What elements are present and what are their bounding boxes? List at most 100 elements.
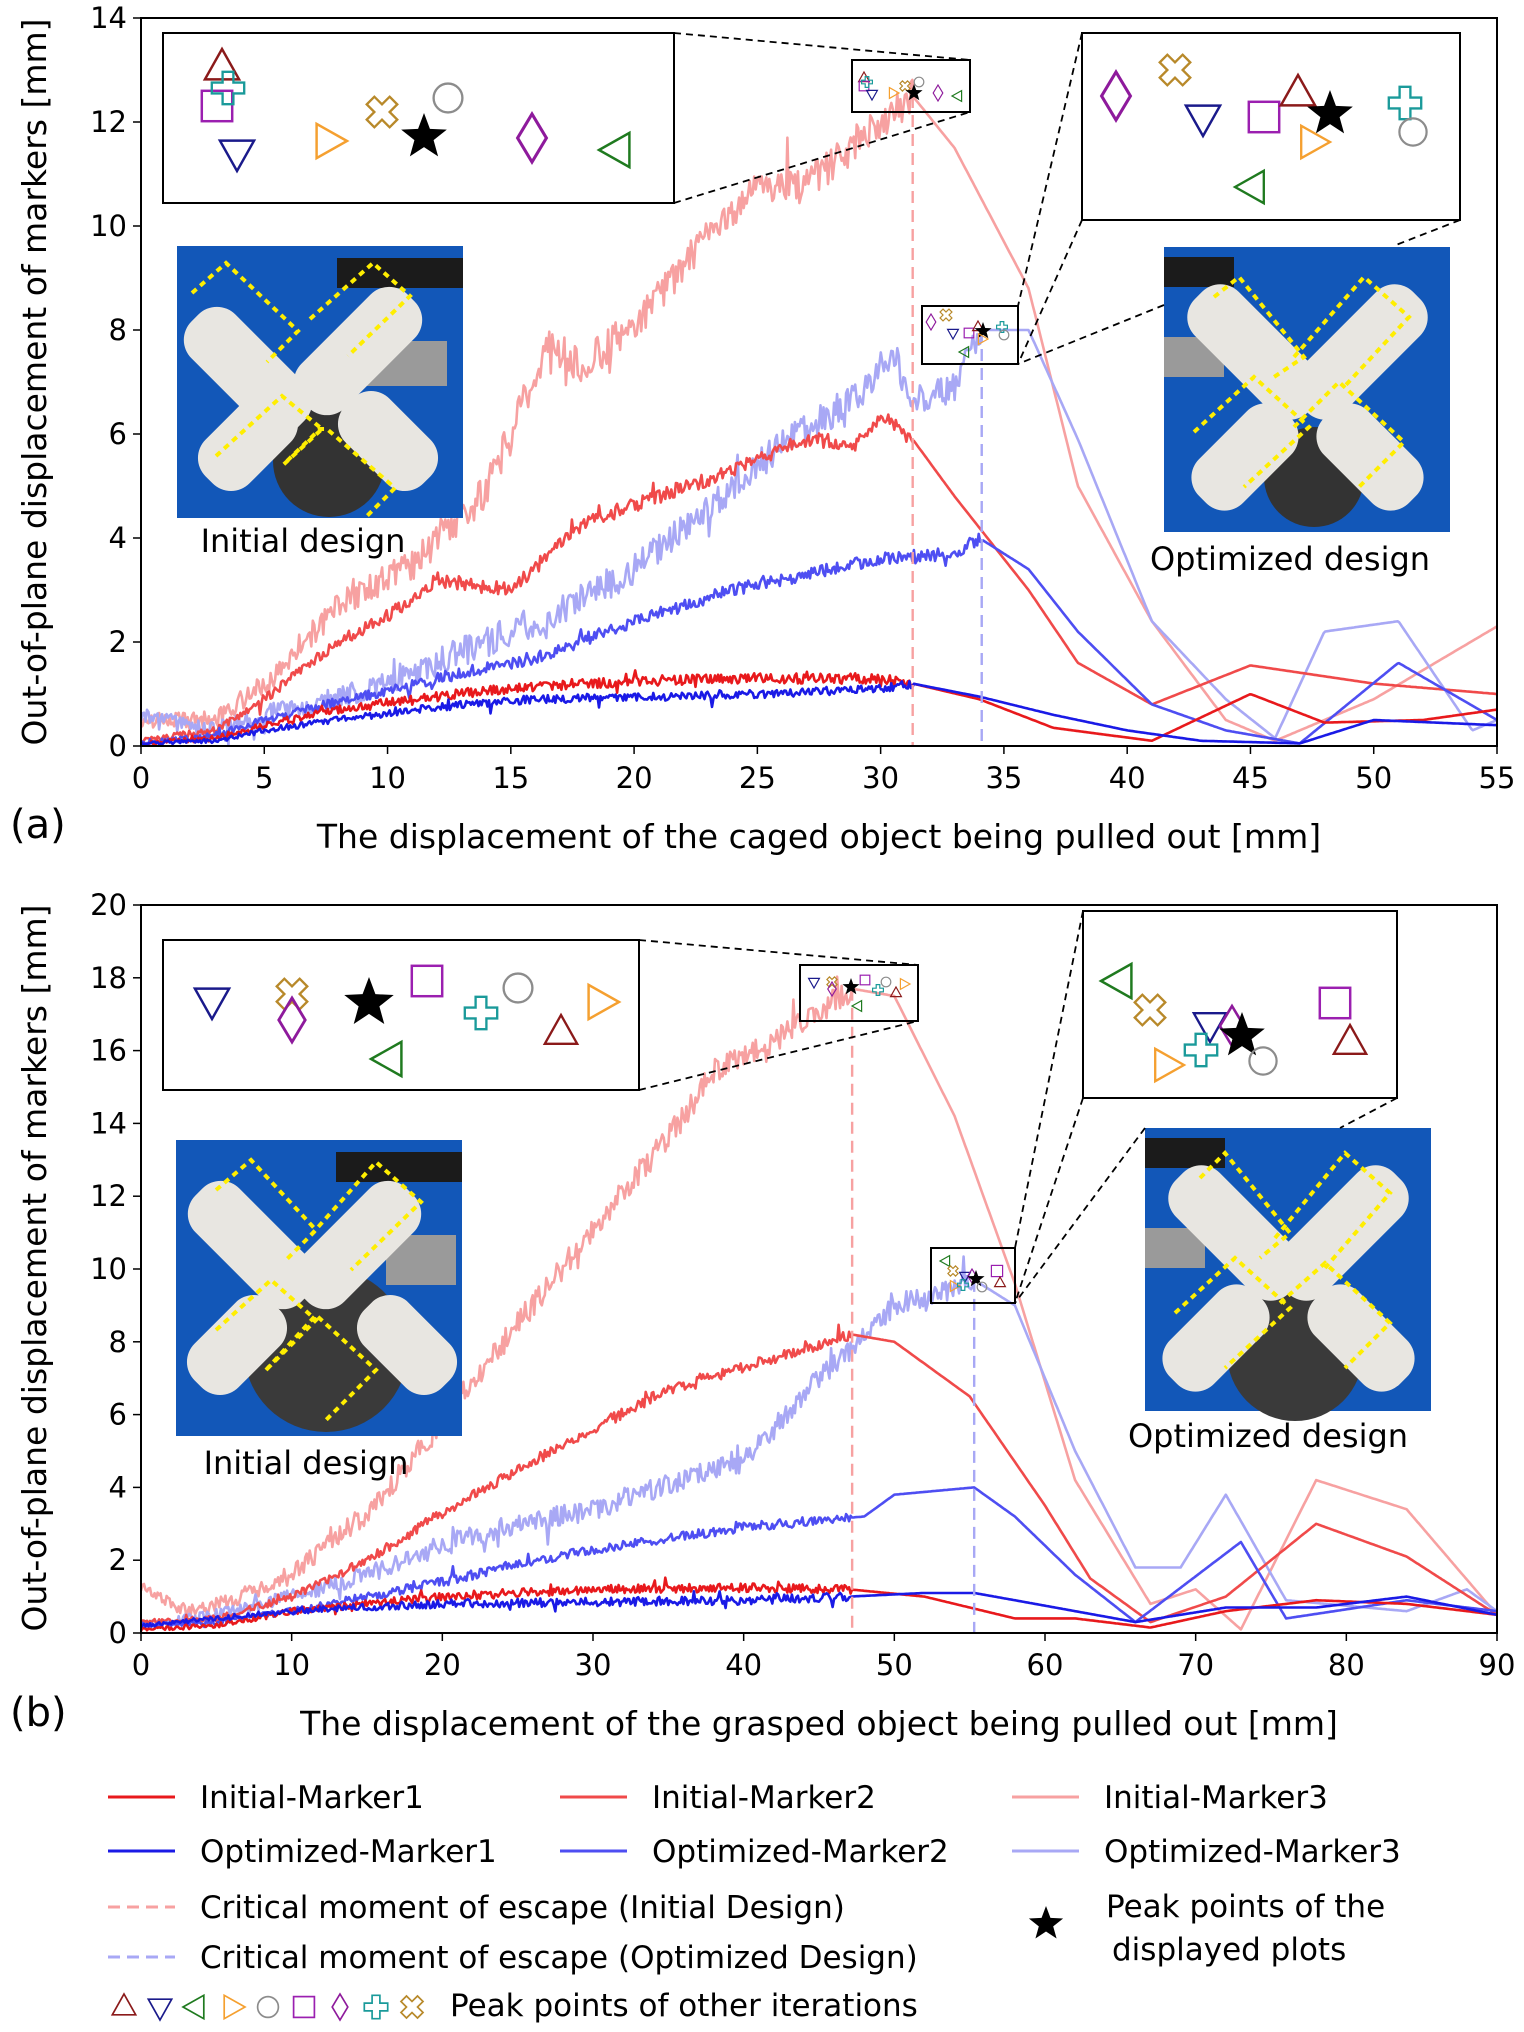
diamond-marker: [515, 110, 549, 166]
triangle-up-marker: [542, 1012, 580, 1045]
series-optimized-marker2: [141, 1486, 1497, 1629]
svg-text:Peak points of other iteration: Peak points of other iterations: [450, 1988, 918, 2024]
y-tick-label: 0: [109, 729, 127, 763]
y-tick-label: 4: [109, 1470, 127, 1504]
legend-item-optimized-marker3: Optimized-Marker3: [1012, 1834, 1401, 1870]
triangle-up-marker: [1278, 72, 1318, 107]
svg-text:Initial-Marker1: Initial-Marker1: [200, 1780, 424, 1816]
cross-marker: [939, 308, 953, 322]
triangle-left-marker: [368, 1039, 403, 1079]
series-initial-marker1: [141, 1576, 1497, 1632]
svg-text:Critical moment of escape (Opt: Critical moment of escape (Optimized Des…: [200, 1940, 918, 1976]
panel-b-initial-zoom: [162, 939, 919, 1091]
legend-marker-icons: [110, 1992, 425, 2022]
panel-b-optimized-box-markers: [938, 1254, 1007, 1293]
panel-a-tag: (a): [10, 802, 66, 848]
triangle-left-marker: [938, 1254, 951, 1268]
x-tick-label: 40: [725, 1648, 762, 1682]
panel-a-initial-photo: [177, 246, 463, 518]
circle-marker: [432, 82, 464, 114]
x-tick-label: 90: [1479, 1648, 1516, 1682]
y-tick-label: 16: [90, 1034, 127, 1068]
panel-b-initial-caption: Initial design: [204, 1444, 409, 1482]
triangle-down-legend-icon: [146, 1998, 174, 2022]
triangle-right-marker: [315, 121, 350, 161]
panel-b-initial-zoom-markers: [192, 964, 622, 1079]
triangle-down-marker: [958, 1271, 972, 1284]
x-tick-label: 70: [1177, 1648, 1214, 1682]
triangle-up-marker: [889, 985, 903, 998]
panel-a-initial-zoom-markers: [200, 46, 631, 174]
y-tick-label: 2: [109, 1543, 127, 1577]
panel-a-optimized-zoom-markers: [1099, 53, 1428, 206]
square-marker: [410, 964, 444, 998]
panel-b-series: [141, 975, 1497, 1632]
triangle-up-marker: [993, 1275, 1007, 1288]
star-marker: [344, 977, 394, 1025]
triangle-up-marker: [1331, 1022, 1369, 1055]
cross-marker: [1158, 53, 1192, 87]
triangle-down-marker: [946, 328, 960, 341]
star-marker: [1028, 1906, 1064, 1939]
triangle-right-legend-icon: [223, 1993, 247, 2021]
series-optimized-marker2: [141, 532, 1497, 746]
cross-legend-icon: [399, 1994, 425, 2020]
triangle-right-marker: [888, 86, 901, 100]
circle-marker: [1248, 1046, 1278, 1076]
panel-a-series: [141, 78, 1497, 746]
triangle-right-marker: [1300, 123, 1333, 161]
y-tick-label: 8: [109, 313, 127, 347]
diamond-marker: [277, 995, 307, 1045]
y-tick-label: 10: [90, 1252, 127, 1286]
x-tick-label: 0: [132, 761, 150, 795]
diamond-marker: [932, 83, 944, 103]
cross-marker: [1133, 993, 1167, 1027]
panel-b-initial-box-markers: [807, 974, 912, 1013]
panel-b-optimized-zoom-markers: [1098, 961, 1369, 1084]
legend-star-icon: [1028, 1906, 1064, 1939]
triangle-right-marker: [977, 332, 990, 346]
y-tick-label: 14: [90, 1106, 127, 1140]
panel-a-optimized-caption: Optimized design: [1150, 540, 1430, 578]
square-marker: [859, 974, 871, 986]
plus-marker: [995, 321, 1009, 333]
y-tick-label: 6: [109, 1398, 127, 1432]
y-tick-label: 20: [90, 888, 127, 922]
plus-marker: [956, 1278, 970, 1292]
y-tick-label: 12: [90, 105, 127, 139]
plus-marker: [860, 75, 874, 89]
x-tick-label: 25: [739, 761, 776, 795]
square-marker: [858, 80, 870, 92]
circle-marker: [913, 76, 925, 88]
legend-item-critical-initial: Critical moment of escape (Initial Desig…: [108, 1890, 845, 1926]
legend-item-initial-marker3: Initial-Marker3: [1012, 1780, 1328, 1816]
series-optimized-marker1: [141, 679, 1497, 746]
svg-text:Initial-Marker3: Initial-Marker3: [1104, 1780, 1328, 1816]
triangle-left-legend-icon: [181, 1993, 205, 2021]
triangle-down-marker: [807, 977, 821, 990]
triangle-left-marker: [596, 130, 631, 170]
x-tick-label: 40: [1109, 761, 1146, 795]
star-marker: [967, 1270, 985, 1287]
x-tick-label: 45: [1232, 761, 1269, 795]
legend: Initial-Marker1 Initial-Marker2 Initial-…: [108, 1780, 1401, 2024]
panel-a-ticks: 0 5 10 15 20 25 30 35 40 45 50 55 0 2 4 6 8 10 12 14: [90, 1, 1515, 795]
triangle-left-marker: [1232, 168, 1265, 206]
series-initial-marker1: [141, 669, 1497, 746]
triangle-down-marker: [192, 987, 232, 1022]
cross-marker: [899, 80, 911, 92]
triangle-down-marker: [865, 89, 879, 102]
legend-item-initial-marker1: Initial-Marker1: [108, 1780, 424, 1816]
triangle-right-marker: [899, 977, 912, 991]
plus-marker: [1183, 1032, 1219, 1068]
square-legend-icon: [292, 1995, 316, 2019]
y-tick-label: 8: [109, 1325, 127, 1359]
triangle-left-marker: [950, 89, 963, 103]
cross-marker: [947, 1265, 959, 1277]
panel-b-frame: [140, 904, 1498, 1634]
x-tick-label: 60: [1027, 1648, 1064, 1682]
series-initial-marker2: [141, 413, 1497, 745]
star-marker: [842, 978, 860, 995]
y-tick-label: 6: [109, 417, 127, 451]
series-optimized-marker3: [141, 328, 1497, 746]
